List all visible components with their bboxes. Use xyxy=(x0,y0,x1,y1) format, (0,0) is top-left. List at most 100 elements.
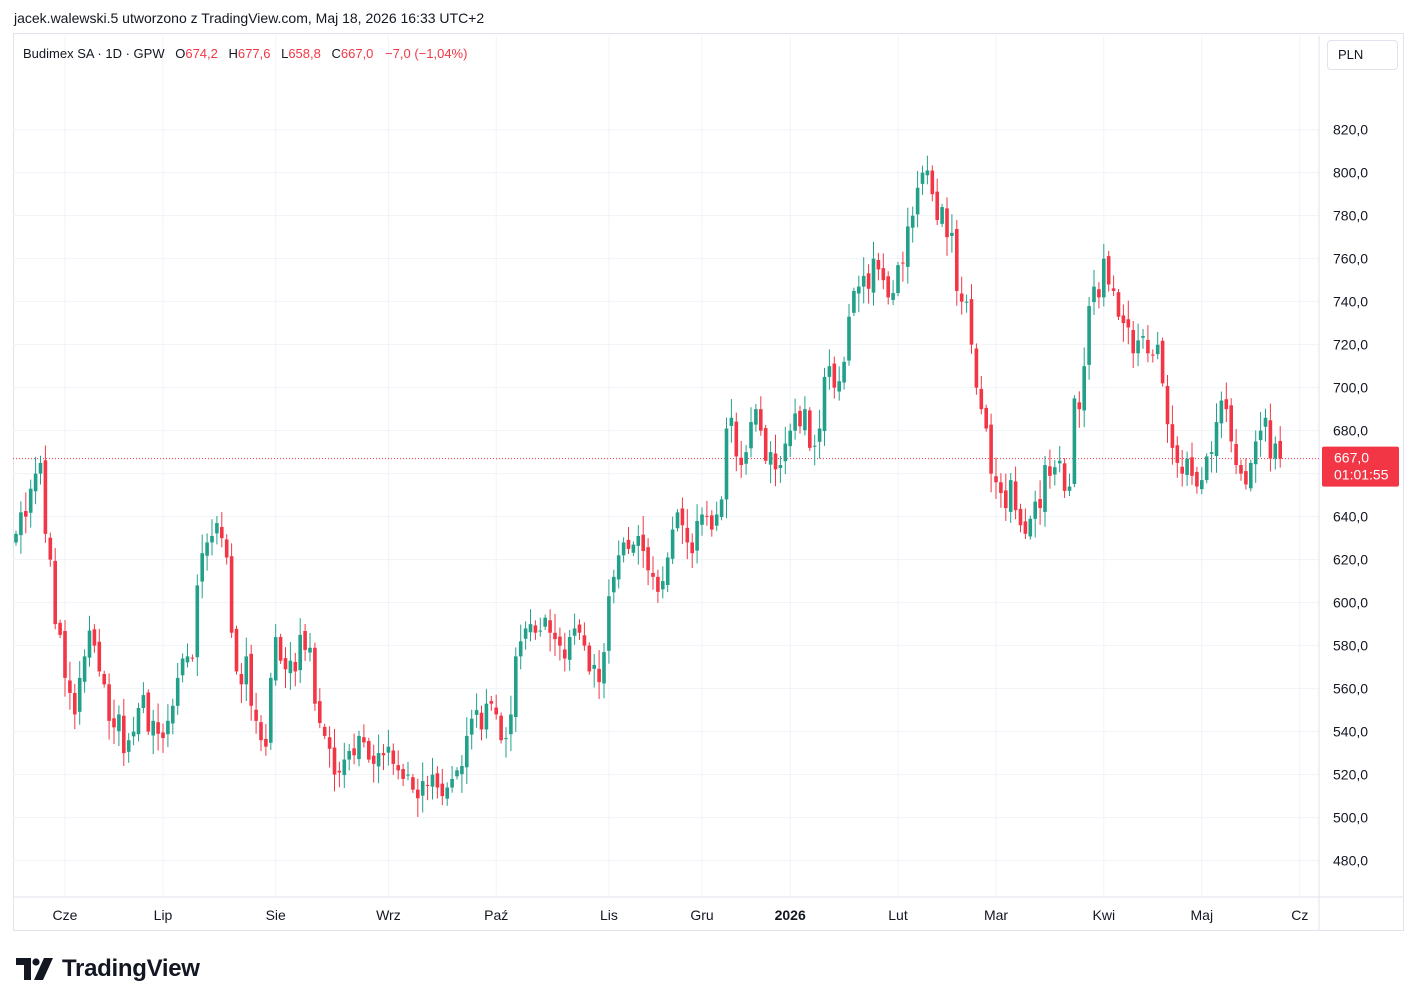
candle-body xyxy=(28,488,33,513)
candle-body xyxy=(185,656,190,663)
candle-body xyxy=(1008,480,1013,512)
close-label: C xyxy=(331,46,341,61)
candle-body xyxy=(1200,480,1204,490)
price-tick-label: 520,0 xyxy=(1333,767,1368,783)
candle-body xyxy=(92,629,97,646)
candle-body xyxy=(783,443,788,462)
currency-button[interactable]: PLN xyxy=(1327,40,1398,70)
candle-body xyxy=(621,542,626,556)
candle-body xyxy=(1224,399,1229,410)
candle-body xyxy=(1160,340,1165,384)
candle-body xyxy=(1229,405,1233,442)
candle-body xyxy=(881,268,886,281)
price-tick-label: 740,0 xyxy=(1333,294,1368,310)
candle-body xyxy=(1209,452,1214,454)
time-tick-label: 2026 xyxy=(775,907,806,923)
price-tick-label: 680,0 xyxy=(1333,423,1368,439)
candle-body xyxy=(558,636,562,646)
candle-body xyxy=(200,553,204,582)
candle-body xyxy=(724,428,729,500)
candle-body xyxy=(1111,288,1116,291)
price-tick-label: 620,0 xyxy=(1333,552,1368,568)
symbol-name[interactable]: Budimex SA · 1D · GPW xyxy=(23,46,165,61)
candle-body xyxy=(616,555,621,580)
candle-body xyxy=(1175,445,1180,463)
candle-body xyxy=(509,714,513,735)
last-price-badge-bg xyxy=(1322,446,1399,487)
candle-body xyxy=(685,527,690,543)
tradingview-wordmark: TradingView xyxy=(62,955,200,982)
candle-body xyxy=(871,258,876,293)
candle-body xyxy=(229,556,234,633)
candle-body xyxy=(974,348,979,388)
candle-body xyxy=(1195,471,1199,487)
candle-body xyxy=(959,293,964,302)
candle-body xyxy=(396,765,400,771)
symbol-legend[interactable]: Budimex SA · 1D · GPW O674,2 H677,6 L658… xyxy=(23,46,467,61)
candle-body xyxy=(518,641,523,657)
candle-body xyxy=(906,226,910,267)
candle-body xyxy=(1092,286,1096,303)
chart-panel[interactable] xyxy=(13,33,1404,931)
candle-body xyxy=(563,649,567,659)
time-tick-label: Cze xyxy=(53,907,78,923)
candle-body xyxy=(460,766,464,775)
candle-body xyxy=(964,301,969,303)
candle-body xyxy=(136,707,141,735)
candle-body xyxy=(195,585,200,658)
candle-body xyxy=(342,759,347,776)
candle-body xyxy=(1141,336,1145,338)
candle-body xyxy=(852,290,856,313)
candle-body xyxy=(592,664,596,669)
candle-body xyxy=(587,645,592,672)
candle-body xyxy=(567,637,572,660)
candle-body xyxy=(112,718,116,728)
candle-body xyxy=(1043,465,1047,512)
candle-body xyxy=(171,705,175,724)
candle-body xyxy=(886,276,890,298)
price-tick-label: 580,0 xyxy=(1333,638,1368,654)
time-tick-label: Lut xyxy=(888,907,908,923)
candle-body xyxy=(269,677,273,743)
low-label: L xyxy=(281,46,289,61)
candle-body xyxy=(401,769,405,779)
candle-body xyxy=(842,361,846,383)
candle-body xyxy=(1018,508,1023,526)
candle-body xyxy=(1028,518,1033,537)
candle-body xyxy=(293,661,298,672)
candle-body xyxy=(690,542,694,554)
candle-body xyxy=(955,229,959,291)
candle-body xyxy=(1126,319,1131,328)
candle-body xyxy=(773,453,778,470)
candle-body xyxy=(210,535,214,543)
candle-body xyxy=(435,773,440,788)
candle-body xyxy=(607,596,611,651)
candle-body xyxy=(332,747,337,775)
candle-body xyxy=(1253,441,1258,465)
candle-body xyxy=(827,366,832,377)
candle-body xyxy=(1214,422,1219,457)
candle-body xyxy=(327,737,332,749)
candle-body xyxy=(1258,430,1263,441)
candle-body xyxy=(656,576,660,592)
candle-body xyxy=(474,710,479,715)
candle-body xyxy=(73,692,77,715)
candle-body xyxy=(131,731,136,737)
candle-body xyxy=(1097,289,1101,298)
time-tick-label: Sie xyxy=(266,907,286,923)
candle-body xyxy=(33,473,38,492)
candle-body xyxy=(455,770,459,777)
tradingview-logo[interactable]: TradingView xyxy=(16,955,200,983)
candle-body xyxy=(763,428,768,461)
candle-body xyxy=(803,409,807,431)
candle-body xyxy=(1234,443,1238,466)
candle-body xyxy=(631,544,636,553)
candle-body xyxy=(548,620,552,633)
candle-body xyxy=(994,476,998,483)
candle-body xyxy=(651,572,655,577)
time-tick-label: Cz xyxy=(1291,907,1308,923)
candle-body xyxy=(876,259,881,270)
last-price-value: 667,0 xyxy=(1334,450,1369,466)
candle-body xyxy=(714,514,719,526)
